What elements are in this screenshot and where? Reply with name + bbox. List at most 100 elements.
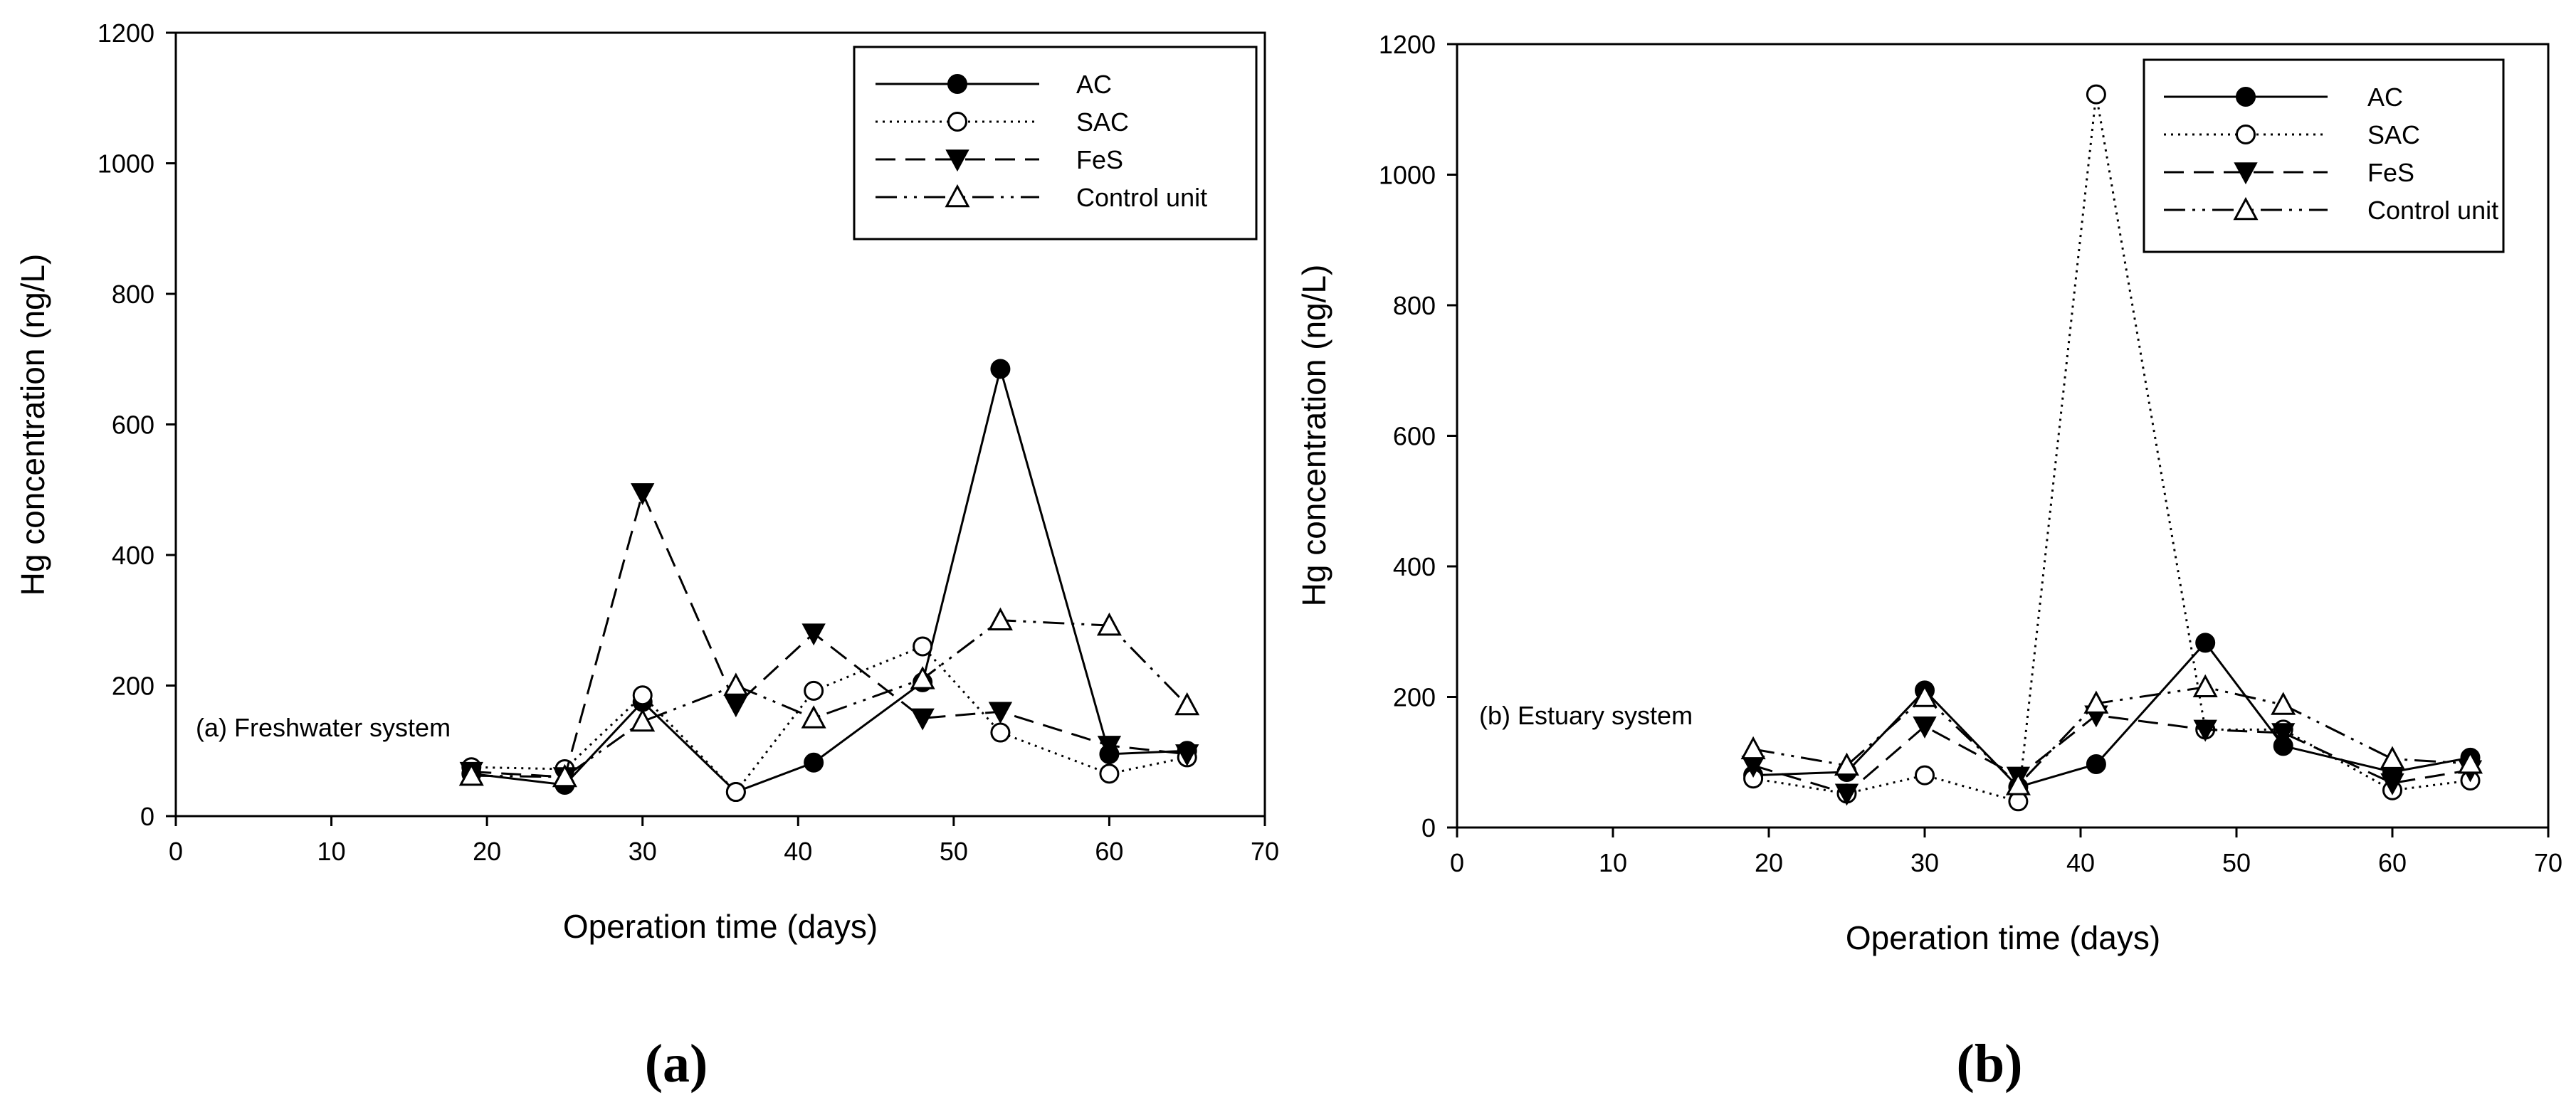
series-fes — [1741, 705, 2483, 806]
legend-item-sac: SAC — [876, 107, 1129, 137]
legend-item-ac: AC — [876, 70, 1112, 99]
data-point-fes — [1097, 736, 1122, 758]
x-tick-label: 0 — [169, 837, 183, 866]
legend: AC SAC FeS Control unit — [2143, 58, 2505, 253]
data-point-fes — [910, 708, 935, 731]
legend-item-sac: SAC — [2164, 120, 2420, 149]
x-tick-label: 60 — [2378, 848, 2407, 877]
data-point-control-unit — [1174, 692, 1200, 716]
panel-annotation: (b) Estuary system — [1479, 701, 1693, 730]
data-point-control-unit — [2380, 746, 2405, 769]
y-tick-label: 0 — [140, 802, 154, 831]
data-point-ac — [990, 359, 1011, 379]
data-point-fes — [801, 623, 826, 646]
data-point-sac — [632, 685, 653, 706]
y-tick-label: 600 — [1393, 422, 1436, 451]
legend: AC SAC FeS Control unit — [853, 46, 1258, 240]
x-axis-title: Operation time (days) — [1846, 919, 2160, 956]
y-axis-title: Hg concentration (ng/L) — [14, 254, 51, 596]
y-tick-label: 400 — [1393, 552, 1436, 581]
axis-ticks: 0 10 20 30 40 50 60 70 0 200 400 600 800 1000 1200 — [1379, 30, 2562, 877]
data-point-control-unit — [1740, 736, 1766, 760]
series-line-control-unit — [471, 619, 1188, 778]
data-point-control-unit — [630, 708, 656, 732]
legend-box — [853, 46, 1258, 240]
data-point-fes — [1834, 783, 1859, 806]
series-group — [458, 359, 1200, 803]
data-point-sac — [804, 680, 824, 701]
panel-annotation: (a) Freshwater system — [196, 713, 451, 742]
data-point-fes — [2380, 773, 2404, 795]
x-tick-label: 10 — [1599, 848, 1627, 877]
axis-ticks: 0 10 20 30 40 50 60 70 0 200 400 600 800 1000 1200 — [98, 18, 1279, 866]
data-point-control-unit — [910, 666, 935, 689]
data-point-sac — [990, 722, 1011, 743]
data-point-fes — [988, 702, 1013, 724]
x-tick-label: 70 — [2534, 848, 2562, 877]
y-tick-label: 1000 — [98, 149, 154, 179]
panel-label: (a) — [645, 1034, 708, 1094]
data-point-sac — [947, 112, 967, 132]
x-tick-label: 40 — [784, 837, 812, 866]
y-tick-label: 600 — [112, 411, 154, 440]
series-line-sac — [471, 645, 1188, 794]
panel-label: (b) — [1957, 1034, 2023, 1094]
series-control-unit — [1740, 674, 2483, 795]
legend-item-control-unit: Control unit — [876, 183, 1207, 212]
data-point-control-unit — [552, 763, 577, 788]
data-point-ac — [2195, 633, 2216, 653]
data-point-control-unit — [2192, 674, 2218, 697]
series-ac — [461, 359, 1197, 803]
data-point-ac — [2086, 754, 2106, 775]
legend-label: SAC — [1076, 107, 1129, 137]
y-tick-label: 400 — [112, 541, 154, 570]
data-point-control-unit — [987, 607, 1013, 630]
chart-panel-a: 0 10 20 30 40 50 60 70 0 200 400 600 800 1000 1200 (a)… — [14, 18, 1279, 1094]
x-axis-title: Operation time (days) — [563, 908, 878, 945]
legend-label: FeS — [1076, 145, 1123, 174]
x-tick-label: 50 — [940, 837, 968, 866]
x-tick-label: 0 — [1450, 848, 1464, 877]
data-point-control-unit — [1096, 612, 1122, 636]
data-point-sac — [2236, 125, 2256, 144]
y-tick-label: 200 — [1393, 683, 1436, 712]
data-point-sac — [913, 636, 933, 657]
series-line-control-unit — [1752, 686, 2471, 787]
data-point-control-unit — [945, 184, 970, 208]
y-tick-label: 800 — [112, 280, 154, 309]
legend-label: AC — [1076, 70, 1112, 99]
data-point-fes — [2234, 162, 2258, 185]
legend-label: Control unit — [1076, 183, 1207, 212]
legend-box — [2143, 58, 2505, 253]
legend-item-control-unit: Control unit — [2164, 196, 2498, 225]
y-tick-label: 0 — [1421, 813, 1436, 842]
y-tick-label: 800 — [1393, 291, 1436, 320]
data-point-ac — [2236, 87, 2256, 107]
data-point-control-unit — [2271, 692, 2296, 715]
x-tick-label: 20 — [1755, 848, 1783, 877]
data-point-sac — [1099, 763, 1120, 784]
data-point-control-unit — [458, 762, 484, 786]
data-point-control-unit — [801, 705, 826, 729]
data-point-fes — [2271, 723, 2296, 746]
data-point-control-unit — [2457, 750, 2483, 774]
x-tick-label: 10 — [317, 837, 346, 866]
data-point-fes — [631, 483, 655, 505]
legend-label: AC — [2367, 83, 2403, 112]
data-point-control-unit — [2233, 196, 2259, 221]
legend-item-fes: FeS — [876, 145, 1123, 174]
legend-label: Control unit — [2367, 196, 2498, 225]
y-tick-label: 1200 — [1379, 30, 1436, 59]
legend-item-fes: FeS — [2164, 158, 2414, 187]
legend-label: FeS — [2367, 158, 2414, 187]
data-point-fes — [1175, 744, 1199, 766]
data-point-sac — [1915, 765, 1935, 786]
series-line-fes — [471, 490, 1187, 778]
data-point-control-unit — [2083, 690, 2109, 714]
y-tick-label: 1000 — [1379, 161, 1436, 190]
x-tick-label: 70 — [1251, 837, 1279, 866]
series-control-unit — [458, 607, 1200, 788]
data-point-control-unit — [2005, 772, 2031, 795]
data-point-control-unit — [723, 672, 749, 696]
x-tick-label: 20 — [473, 837, 501, 866]
